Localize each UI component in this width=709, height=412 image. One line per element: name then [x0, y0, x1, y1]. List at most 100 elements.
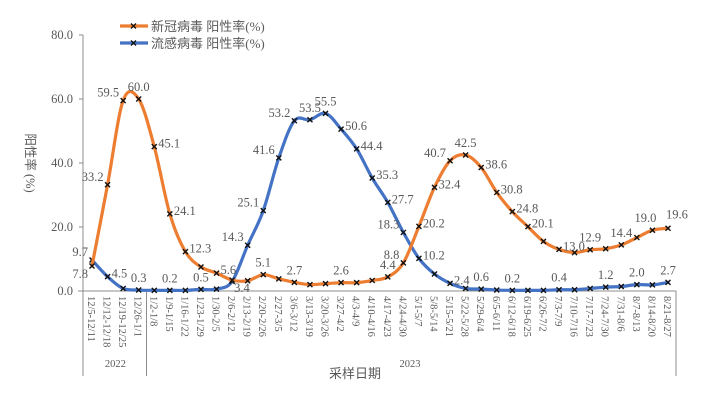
axes: 0.0 20.0 40.0 60.0 80.0 阳性率 (%) 12/5-12/11 12/1…: [23, 28, 677, 381]
data-point-marker: [493, 287, 500, 294]
x-tick-label: 8/7-8/13: [630, 296, 641, 332]
data-point-marker: [322, 280, 329, 287]
data-point-marker: [571, 286, 578, 293]
data-label: 20.1: [532, 217, 554, 231]
data-point-marker: [151, 287, 158, 294]
data-point-marker: [415, 255, 422, 262]
x-marker-icon: [213, 270, 220, 277]
x-tick-label: 1/2-1/8: [147, 296, 158, 326]
series-line-0: [90, 89, 670, 287]
x-tick-label: 6/19-6/25: [521, 296, 532, 337]
x-marker-icon: [431, 184, 438, 191]
x-marker-icon: [447, 157, 454, 164]
x-tick-label: 7/24-7/30: [599, 296, 610, 337]
x-marker-icon: [400, 229, 407, 236]
x-tick-label: 2/13-2/19: [241, 296, 252, 337]
x-marker-icon: [120, 97, 127, 104]
data-label: 19.6: [666, 207, 688, 221]
data-point-marker: [104, 181, 111, 188]
data-label: 1.2: [598, 268, 614, 282]
data-label: 32.4: [438, 177, 461, 191]
data-point-marker: [556, 246, 563, 253]
x-tick-label: 6/26-7/2: [536, 296, 547, 332]
x-marker-icon: [462, 285, 469, 292]
x-marker-icon: [120, 285, 127, 292]
data-label: 10.2: [423, 248, 445, 262]
data-label: 0.6: [473, 270, 489, 284]
x-tick-label: 3/6-3/12: [287, 296, 298, 332]
data-label: 30.8: [501, 182, 523, 196]
x-tick-label: 5/29-6/4: [474, 296, 485, 332]
x-tick-label: 6/5-6/11: [490, 296, 501, 331]
x-tick-label: 12/26-1/1: [132, 296, 143, 337]
data-point-marker: [369, 175, 376, 182]
x-marker-icon: [649, 227, 656, 234]
data-label: 7.8: [72, 267, 88, 281]
x-tick-label: 2/27-3/5: [272, 296, 283, 332]
data-point-marker: [260, 207, 267, 214]
data-point-marker: [197, 286, 204, 293]
data-point-marker: [120, 285, 127, 292]
data-point-marker: [649, 281, 656, 288]
x-tick-label: 1/30-2/5: [210, 296, 221, 332]
x-tick-label: 3/13-3/19: [303, 296, 314, 337]
x-marker-icon: [135, 287, 142, 294]
year-label: 2023: [400, 359, 421, 370]
data-label: 14.4: [610, 226, 633, 240]
x-marker-icon: [462, 152, 469, 158]
y-axis-title: 阳性率 (%): [23, 133, 38, 192]
data-label: 42.5: [455, 136, 477, 150]
data-point-marker: [400, 229, 407, 236]
data-label: 25.1: [237, 196, 259, 210]
x-tick-label: 8/14-8/20: [645, 296, 656, 337]
data-point-marker: [602, 245, 609, 252]
data-point-marker: [213, 286, 220, 293]
x-marker-icon: [306, 281, 313, 288]
x-marker-icon: [384, 273, 391, 280]
data-point-marker: [540, 287, 547, 294]
x-tick-label: 4/3-4/9: [350, 296, 361, 326]
x-marker-icon: [447, 280, 454, 287]
x-marker-icon: [524, 223, 531, 230]
data-point-marker: [306, 116, 313, 123]
data-point-marker: [353, 279, 360, 286]
data-label: 45.1: [158, 137, 180, 151]
x-marker-icon: [478, 286, 485, 293]
data-label: 24.1: [174, 204, 196, 218]
data-label: 35.3: [376, 168, 398, 182]
data-label: 12.3: [189, 242, 211, 256]
x-marker-icon: [540, 287, 547, 294]
data-label: 55.5: [315, 94, 337, 108]
x-marker-icon: [493, 189, 500, 196]
year-label: 2022: [105, 359, 126, 370]
x-marker-icon: [338, 279, 345, 286]
data-point-marker: [166, 287, 173, 294]
x-tick-label: 7/10-7/16: [568, 296, 579, 337]
data-label: 9.7: [72, 245, 88, 259]
x-tick-label: 8/21-8/27: [661, 296, 672, 337]
x-marker-icon: [493, 287, 500, 294]
data-point-marker: [618, 283, 625, 290]
x-tick-label: 4/10-4/16: [365, 296, 376, 337]
data-point-marker: [120, 97, 127, 104]
data-point-marker: [509, 287, 516, 294]
x-marker-icon: [151, 143, 158, 150]
legend-label: 流感病毒 阳性率(%): [151, 36, 265, 51]
data-point-marker: [618, 241, 625, 248]
data-label: 27.7: [392, 192, 414, 206]
data-label: 41.6: [253, 143, 275, 157]
data-label: 40.7: [424, 146, 446, 160]
x-tick-label: 5/1-5/7: [412, 296, 423, 326]
data-point-marker: [197, 264, 204, 270]
data-label: 2.0: [629, 266, 645, 280]
x-marker-icon: [665, 225, 671, 232]
data-point-marker: [633, 234, 640, 241]
x-marker-icon: [369, 175, 376, 182]
data-label: 4.5: [112, 267, 128, 281]
data-point-marker: [431, 271, 438, 278]
x-marker-icon: [182, 248, 189, 255]
x-tick-label: 12/19-12/25: [116, 296, 127, 347]
x-marker-icon: [135, 96, 142, 102]
x-marker-icon: [478, 164, 485, 171]
